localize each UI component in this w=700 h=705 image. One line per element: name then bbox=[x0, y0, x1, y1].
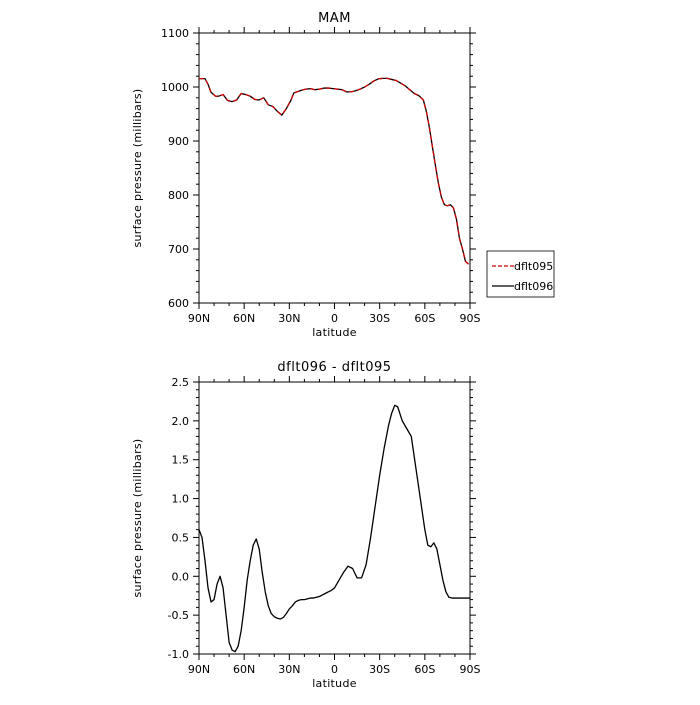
chart-title: MAM bbox=[318, 11, 351, 26]
y-tick-label: 900 bbox=[168, 135, 189, 148]
plot-frame bbox=[198, 381, 471, 655]
x-tick-label: 30N bbox=[278, 312, 300, 325]
y-tick-label: 1.5 bbox=[172, 454, 190, 467]
x-tick-label: 0 bbox=[331, 312, 338, 325]
series-line-dflt096 bbox=[199, 77, 469, 265]
series-line-dflt095 bbox=[199, 77, 469, 265]
y-tick-label: -1.0 bbox=[168, 648, 189, 661]
y-tick-label: 2.5 bbox=[172, 376, 190, 389]
x-tick-label: 90S bbox=[460, 663, 481, 676]
x-tick-label: 30N bbox=[278, 663, 300, 676]
x-tick-label: 60N bbox=[233, 663, 255, 676]
y-axis-label: surface pressure (millibars) bbox=[131, 438, 144, 597]
y-tick-label: 700 bbox=[168, 243, 189, 256]
y-tick-label: 2.0 bbox=[172, 415, 190, 428]
y-tick-label: 800 bbox=[168, 189, 189, 202]
x-tick-label: 30S bbox=[369, 663, 390, 676]
x-axis-label: latitude bbox=[312, 326, 357, 339]
x-tick-label: 90N bbox=[188, 312, 210, 325]
x-tick-label: 60S bbox=[414, 663, 435, 676]
y-tick-label: 1000 bbox=[161, 81, 189, 94]
chart-title: dflt096 - dflt095 bbox=[277, 360, 391, 375]
x-tick-label: 90N bbox=[188, 663, 210, 676]
x-tick-label: 60N bbox=[233, 312, 255, 325]
x-tick-label: 60S bbox=[414, 312, 435, 325]
y-tick-label: -0.5 bbox=[168, 609, 189, 622]
series-line-difference bbox=[199, 404, 470, 653]
x-tick-label: 0 bbox=[331, 663, 338, 676]
x-tick-label: 30S bbox=[369, 312, 390, 325]
y-tick-label: 600 bbox=[168, 297, 189, 310]
legend-box bbox=[486, 250, 555, 298]
y-tick-label: 1.0 bbox=[172, 493, 190, 506]
panel-difference: dflt096 - dflt095 -1.0 -0.5 0.0 0.5 1.0 1.5 2.0… bbox=[131, 360, 481, 690]
legend: dflt095 dflt096 bbox=[486, 250, 555, 298]
plot-frame bbox=[198, 32, 471, 304]
y-tick-label: 1100 bbox=[161, 27, 189, 40]
legend-label-dflt096: dflt096 bbox=[514, 280, 553, 293]
x-tick-label: 90S bbox=[460, 312, 481, 325]
y-tick-label: 0.5 bbox=[172, 531, 190, 544]
panel-mam: MAM 600 700 800 900 1000 1100 90N 60N 30N 0 30S 60S 9… bbox=[131, 11, 555, 339]
y-axis-label: surface pressure (millibars) bbox=[131, 88, 144, 247]
x-axis-label: latitude bbox=[312, 677, 357, 690]
y-tick-label: 0.0 bbox=[172, 570, 190, 583]
legend-label-dflt095: dflt095 bbox=[514, 260, 553, 273]
